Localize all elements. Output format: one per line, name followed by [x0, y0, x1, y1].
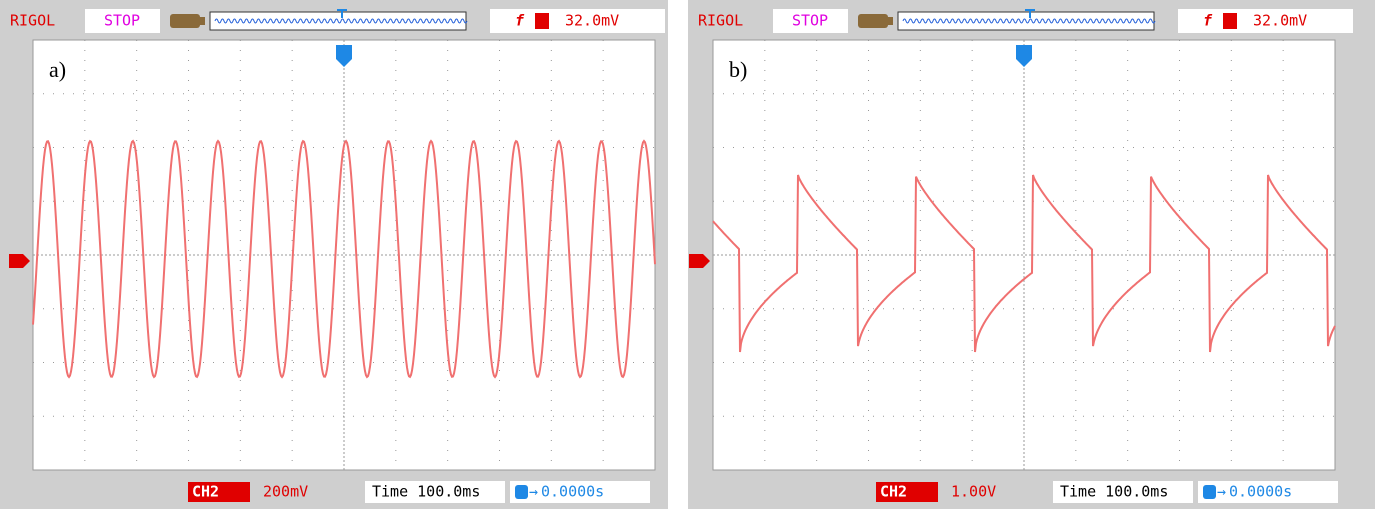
timebase: Time 100.0ms [372, 483, 480, 501]
offset-icon [1203, 485, 1216, 499]
battery [170, 14, 200, 28]
channel: CH2 [192, 483, 219, 501]
offset-icon [515, 485, 528, 499]
arrow: → [1217, 483, 1226, 501]
ch-icon [1223, 13, 1237, 29]
status: STOP [792, 12, 828, 30]
trigger-offset: 0.0000s [1229, 483, 1292, 501]
trigger-level: 32.0mV [1253, 12, 1307, 30]
edge-icon: f [515, 12, 525, 30]
channel: CH2 [880, 483, 907, 501]
ch-icon [535, 13, 549, 29]
volts-per-div: 1.00V [951, 483, 996, 501]
battery-tip [888, 17, 893, 25]
battery-tip [200, 17, 205, 25]
arrow: → [529, 483, 538, 501]
battery [858, 14, 888, 28]
status: STOP [104, 12, 140, 30]
scope-panel: RIGOL STOP f 32.0mV a) CH2 200mV Time 100.0ms →0… [0, 0, 668, 509]
scope-panel: RIGOL STOP f 32.0mV b) CH2 1.00V Time 100.0ms →0… [688, 0, 1375, 509]
timebase: Time 100.0ms [1060, 483, 1168, 501]
brand: RIGOL [698, 12, 743, 30]
panel-label: a) [49, 57, 66, 82]
volts-per-div: 200mV [263, 483, 308, 501]
panel-label: b) [729, 57, 747, 82]
trigger-level: 32.0mV [565, 12, 619, 30]
figure: RIGOLSTOPf32.0mVa)CH2200mVTime 100.0ms→0… [0, 0, 1375, 509]
trigger-offset: 0.0000s [541, 483, 604, 501]
edge-icon: f [1203, 12, 1213, 30]
brand: RIGOL [10, 12, 55, 30]
